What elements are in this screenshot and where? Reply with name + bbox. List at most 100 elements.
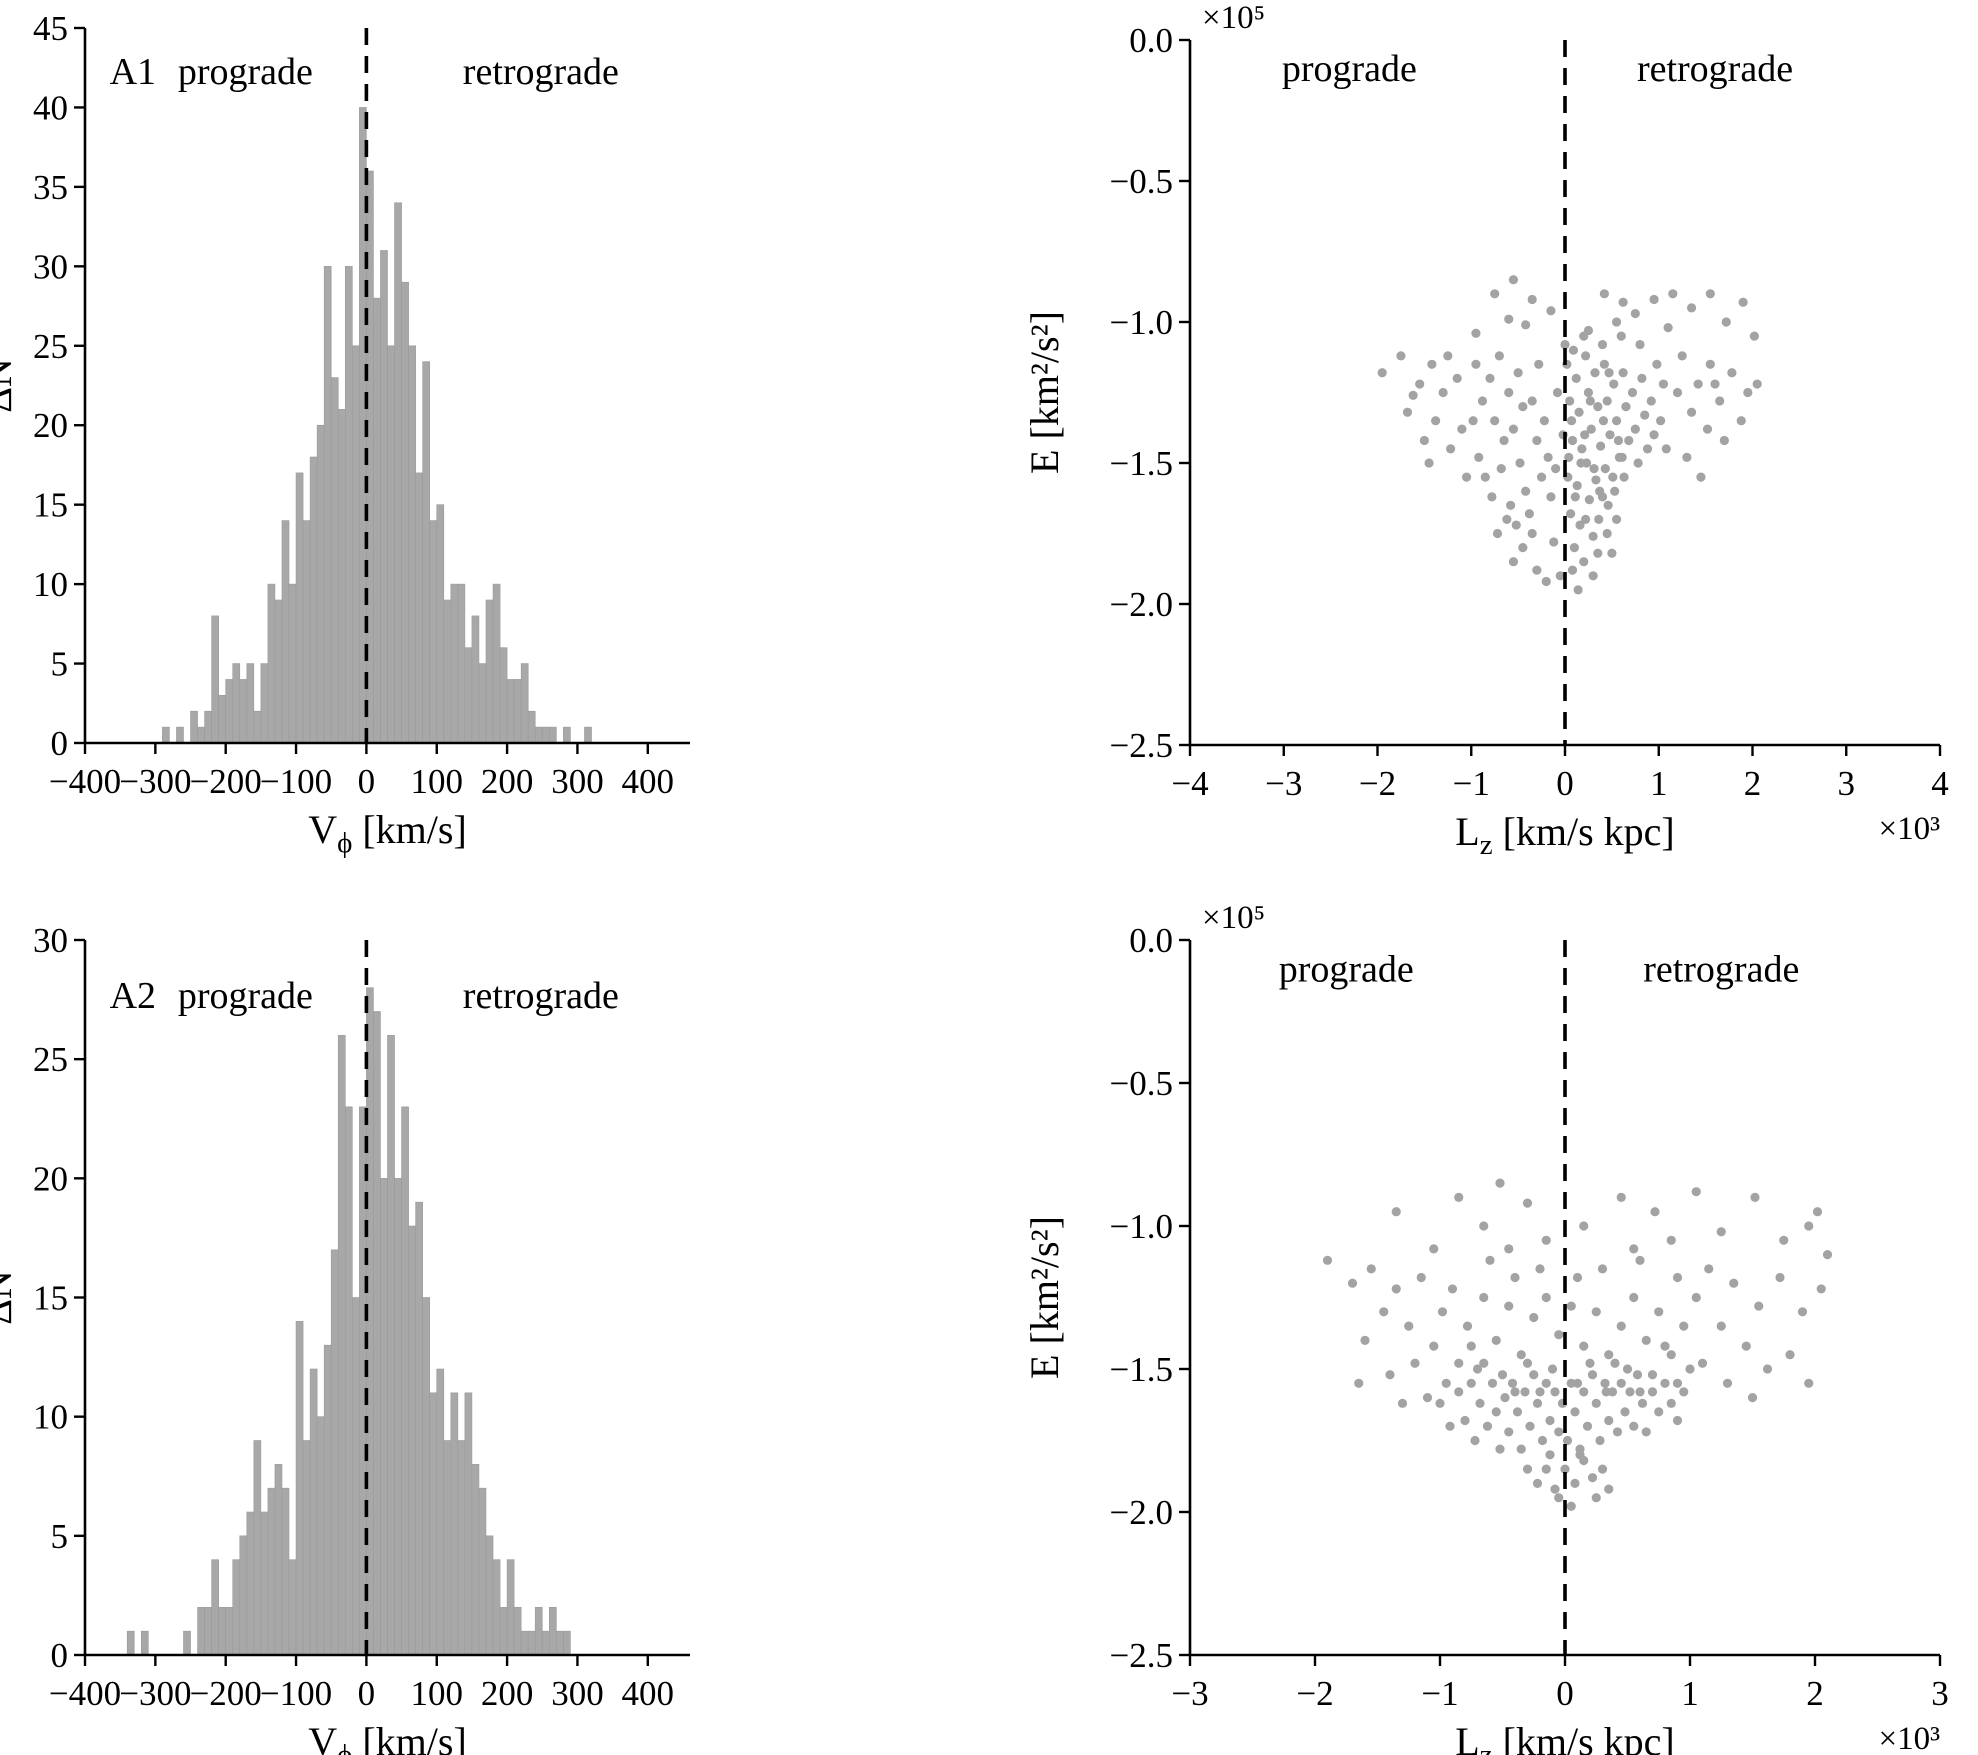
scatter-point [1550,1484,1560,1494]
histogram-bar [211,1559,219,1656]
histogram-bar [302,520,311,744]
scatter-point [1583,387,1594,398]
scatter-point [1743,387,1753,398]
x-tick-label: 1 [1650,764,1668,803]
scatter-point [1471,359,1481,369]
scatter-point [1611,317,1622,327]
scatter-point [1610,486,1620,496]
histogram-bar [330,377,339,744]
scatter-point [1492,528,1503,539]
scatter-point [1507,1378,1518,1388]
panel-b2: −3 −2 −1 0 1 2 3 0.0 −0.5 −1.0 −1.5 −2.0 −2.5 Lz [km/… [1022,900,1949,1755]
scatter-point [1570,1478,1580,1488]
histogram-bar [218,695,226,744]
scatter-point [1612,1427,1623,1437]
histogram-bar [253,1440,262,1656]
scatter-point [1597,339,1608,350]
histogram-bar [527,1630,536,1656]
scatter-point [1647,1370,1658,1380]
scatter-point [1429,1341,1439,1351]
histogram-bar [563,1630,571,1656]
x-tick-label: −300 [119,762,191,801]
x-tick-label: −3 [1171,1674,1208,1713]
scatter-point [1490,416,1500,426]
scatter-point [1497,1370,1508,1380]
scatter-point [1504,1427,1514,1437]
histogram-bar [506,1559,515,1656]
y-tick-label: 15 [33,1279,68,1318]
scatter-point [1377,368,1387,378]
histogram-bar [450,1392,459,1656]
x-tick-label: −200 [190,762,262,801]
scatter-point [1379,1307,1389,1317]
panel-b2-points [1322,1178,1833,1511]
histogram-bar [260,1511,269,1656]
scatter-point [1608,472,1618,482]
histogram-bar [323,266,332,744]
scatter-point [1511,520,1521,530]
scatter-point [1462,1321,1473,1331]
histogram-bar [197,726,205,744]
scatter-point [1640,410,1650,420]
scatter-point [1427,359,1437,369]
x-tick-label: 0 [1556,764,1574,803]
histogram-bar [302,1440,311,1656]
histogram-bar [344,266,353,744]
scatter-point [1621,402,1631,412]
scatter-point [1404,1321,1414,1331]
y-axis-label: E [km²/s²] [1022,1216,1067,1379]
y-tick-label: 5 [51,645,69,684]
histogram-bar [162,726,170,744]
scatter-point [1457,424,1467,434]
scatter-point [1685,1364,1695,1374]
scatter-point [1722,1378,1733,1388]
scatter-point [1504,1301,1514,1311]
scatter-point [1534,359,1544,369]
annotation-prograde: prograde [178,51,313,93]
scatter-point [1518,543,1528,553]
scatter-point [1541,1292,1551,1303]
histogram-bar [387,1035,395,1656]
histogram-bar [415,472,423,744]
scatter-point [1554,1427,1564,1437]
x-tick-label: 4 [1931,764,1949,803]
scatter-point [1652,359,1662,369]
scatter-point [1472,1364,1483,1374]
histogram-bar [183,1630,191,1656]
x-axis-label: Lz [km/s kpc] [1455,809,1675,861]
histogram-bar [408,1225,416,1656]
scatter-point [1603,500,1613,510]
scatter-point [1646,396,1656,406]
scatter-point [1625,1387,1635,1397]
annotation-a2: A2 [110,975,156,1017]
y-tick-label: 30 [33,247,68,286]
x-tick-label: 100 [410,762,463,801]
scatter-point [1532,565,1542,575]
scatter-point [1666,1350,1676,1360]
histogram-bar [309,1368,318,1656]
scatter-point [1396,351,1406,361]
histogram-bar [422,361,431,744]
scatter-point [1581,351,1591,361]
scatter-point [1661,444,1671,454]
histogram-bar [380,1178,388,1656]
scatter-point [1749,331,1759,341]
x-axis-scale-label: ×10³ [1878,1721,1940,1755]
x-tick-label: 0 [358,762,376,801]
histogram-bar [281,520,290,744]
scatter-point [1804,1378,1814,1388]
scatter-point [1654,1307,1664,1317]
x-tick-label: −4 [1171,764,1208,803]
scatter-point [1508,275,1519,285]
x-tick-label: 400 [622,762,675,801]
scatter-point [1466,1341,1476,1351]
scatter-point [1591,1398,1601,1408]
scatter-point [1586,424,1596,434]
scatter-point [1518,402,1528,412]
y-axis-label: E [km²/s²] [1022,311,1067,474]
histogram-bar [253,710,262,744]
scatter-point [1750,1192,1760,1202]
x-tick-label: 3 [1838,764,1856,803]
scatter-point [1600,1378,1610,1388]
scatter-point [1619,472,1629,482]
